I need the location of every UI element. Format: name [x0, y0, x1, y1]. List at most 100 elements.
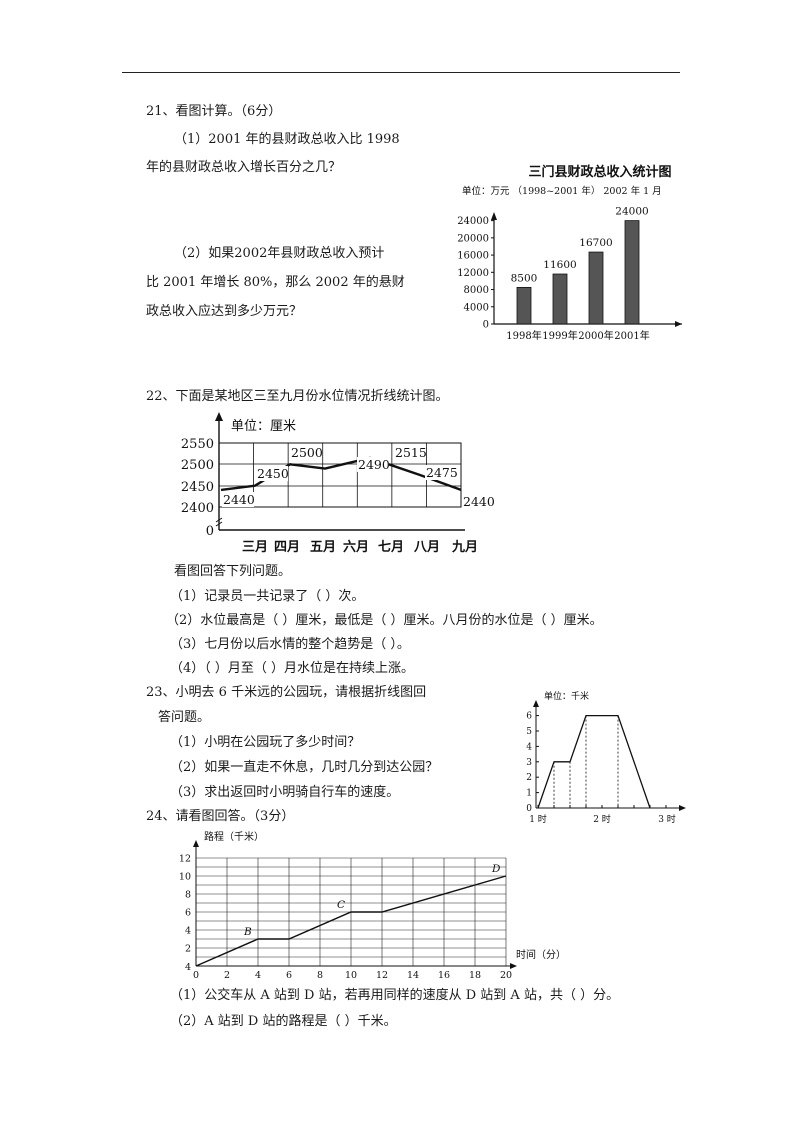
y-tick-label: 0 [526, 804, 532, 814]
q22-question-1: （1）记录员一共记录了（ ）次。 [170, 589, 365, 604]
y-tick-label: 12 [179, 854, 191, 865]
y-tick-label: 12000 [457, 268, 489, 279]
q22-title: 22、下面是某地区三至九月份水位情况折线统计图。 [146, 389, 449, 404]
label-bg [222, 492, 254, 507]
y-tick-label: 6 [185, 908, 191, 919]
x-tick-label: 八月 [413, 540, 440, 555]
x-tick-label: 6 [286, 970, 292, 981]
y-tick-label: 4000 [464, 302, 489, 313]
q24-title: 24、请看图回答。（3分） [146, 809, 295, 824]
water-level-line-chart: 单位：厘米 0240024502500255024402450250024902… [181, 412, 495, 555]
q23-question-2: （2）如果一直走不休息，几时几分到达公园？ [170, 760, 439, 775]
y-tick-label: 24000 [457, 216, 489, 227]
axis-break [215, 517, 223, 527]
q24-question-2: （2）A 站到 D 站的路程是（ ）千米。 [170, 1014, 397, 1029]
x-tick-label: 8 [317, 970, 323, 981]
y-tick-label: 5 [526, 727, 532, 737]
top-rule [122, 72, 680, 73]
x-tick-label: 七月 [378, 540, 404, 555]
label-bg [290, 445, 322, 460]
point-value-label: 2440 [463, 494, 495, 509]
x-axis-arrow [675, 321, 682, 327]
y-tick-label: 8000 [464, 285, 489, 296]
x-tick-label: 20 [500, 970, 512, 981]
q23-title-cont: 答问题。 [158, 710, 211, 725]
trip-line [537, 714, 651, 809]
point-value-label: 2475 [426, 465, 458, 480]
label-bg [462, 494, 494, 509]
revenue-chart-subtitle: 单位：万元 （1998~2001 年） 2002 年 1 月 [462, 185, 662, 197]
y-axis-arrow [215, 412, 223, 421]
y-axis-arrow [533, 700, 539, 707]
y-tick-label: 20000 [457, 233, 489, 244]
x-tick-label: 14 [407, 970, 419, 981]
x-tick-label: 2001年 [614, 329, 649, 342]
x-tick-label: 10 [345, 970, 357, 981]
water-unit-label: 单位：厘米 [231, 419, 296, 434]
y-tick-label: 2 [185, 944, 191, 955]
x-tick-label: 18 [469, 970, 481, 981]
y-tick-label: 6 [526, 712, 532, 722]
y-tick-label: 2 [526, 773, 532, 783]
y-tick-label: 2400 [181, 501, 214, 516]
point-value-label: 2440 [223, 492, 255, 507]
point-value-label: 2450 [257, 466, 289, 481]
y-tick-label: 3 [526, 758, 532, 768]
y-tick-label: 16000 [457, 251, 489, 262]
y-axis-arrow [491, 212, 497, 220]
y-tick-label: 0 [206, 524, 214, 539]
q22-intro: 看图回答下列问题。 [174, 564, 292, 579]
trip-unit-label: 单位：千米 [544, 690, 589, 702]
point-value-label: 2515 [395, 445, 427, 460]
point-label: B [243, 926, 252, 938]
x-tick-label: 3 时 [658, 813, 676, 825]
bar-value-label: 16700 [579, 237, 612, 249]
bar [588, 251, 604, 325]
bar-value-label: 24000 [615, 206, 648, 218]
y-tick-label: 2450 [181, 480, 214, 495]
q23-title: 23、小明去 6 千米远的公园玩，请根据折线图回 [146, 685, 427, 700]
y-axis-arrow [193, 840, 199, 847]
label-bg [394, 445, 426, 460]
route-xlabel: 时间（分） [516, 948, 566, 961]
y-tick-label: 1 [526, 789, 532, 799]
q21-question-1a: （1）2001 年的县财政总收入比 1998 [174, 132, 400, 147]
x-tick-label: 四月 [274, 540, 300, 555]
point-value-label: 2490 [358, 457, 390, 472]
q23-question-3: （3）求出返回时小明骑自行车的速度。 [170, 785, 400, 800]
y-tick-label: 0 [483, 320, 489, 331]
q21-question-2a: （2）如果2002年县财政总收入预计 [174, 246, 385, 261]
q24-question-1: （1）公交车从 A 站到 D 站，若再用同样的速度从 D 站到 A 站，共（ ）… [170, 988, 620, 1003]
x-tick-label: 1 时 [529, 813, 547, 825]
x-tick-label: 16 [438, 970, 450, 981]
bar [516, 286, 532, 325]
y-tick-label: 8 [185, 890, 191, 901]
x-tick-label: 2 [224, 970, 230, 981]
point-value-label: 2500 [291, 445, 323, 460]
q21-question-2c: 政总收入应达到多少万元？ [146, 304, 303, 319]
x-tick-label: 1999年 [542, 329, 577, 342]
x-tick-label: 三月 [242, 540, 268, 555]
revenue-chart-title: 三门县财政总收入统计图 [528, 164, 671, 180]
y-tick-label: 2500 [181, 458, 214, 473]
point-label: D [491, 863, 501, 875]
y-tick-label: 4 [526, 742, 532, 752]
x-tick-label: 0 [193, 970, 199, 981]
trip-distance-line-chart: 单位：千米 0 1 2 3 4 5 6 1 时 2 时 3 时 [526, 690, 686, 825]
x-axis-arrow [679, 805, 686, 811]
label-bg [425, 465, 457, 480]
x-tick-label: 2000年 [578, 329, 613, 342]
q22-question-4: （4）（ ）月至（ ）月水位是在持续上涨。 [170, 661, 415, 676]
x-tick-label: 五月 [310, 540, 336, 555]
route-ylabel: 路程（千米） [204, 830, 264, 843]
label-bg [256, 466, 288, 481]
q23-question-1: （1）小明在公园玩了多少时间？ [170, 735, 361, 750]
route-line [195, 875, 507, 967]
bar [552, 273, 568, 325]
bar [624, 220, 640, 325]
x-tick-label: 12 [376, 970, 388, 981]
x-tick-label: 九月 [451, 540, 478, 555]
revenue-bar-chart: 三门县财政总收入统计图 单位：万元 （1998~2001 年） 2002 年 1… [457, 164, 682, 342]
x-tick-label: 1998年 [506, 329, 541, 342]
